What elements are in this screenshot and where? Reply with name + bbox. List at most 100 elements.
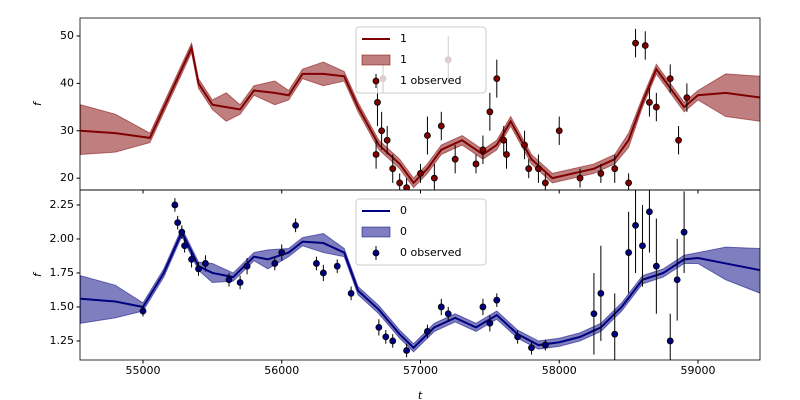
observed-point — [597, 170, 605, 177]
observed-point — [503, 151, 510, 158]
y-tick-label: 30 — [60, 124, 74, 137]
observed-point — [444, 310, 452, 318]
observed-point — [632, 39, 639, 47]
observed-point — [493, 75, 501, 83]
observed-point — [632, 221, 639, 229]
x-tick-label: 58000 — [542, 364, 577, 377]
observed-point — [597, 289, 605, 297]
observed-point — [493, 296, 501, 304]
x-tick-label: 57000 — [403, 364, 438, 377]
observed-point — [383, 136, 391, 144]
observed-point — [683, 94, 691, 102]
observed-point — [486, 108, 494, 116]
observed-point — [521, 141, 528, 149]
observed-point — [236, 279, 244, 286]
observed-point — [652, 103, 660, 111]
plot-area — [80, 190, 760, 360]
observed-point — [666, 75, 674, 83]
observed-point — [243, 262, 251, 270]
observed-point — [646, 98, 653, 106]
observed-point — [225, 276, 233, 284]
observed-point — [525, 165, 533, 173]
x-tick-label: 55000 — [125, 364, 160, 377]
observed-point — [646, 208, 653, 216]
y-tick-label: 50 — [60, 29, 74, 42]
legend-box — [355, 198, 487, 266]
observed-point — [424, 328, 431, 335]
observed-point — [372, 151, 380, 158]
legend-label: 1 — [400, 53, 407, 66]
observed-point — [375, 323, 383, 331]
observed-point — [396, 179, 404, 187]
y-tick-label: 1.25 — [50, 334, 75, 347]
observed-point — [271, 260, 279, 267]
y-tick-label: 1.50 — [50, 300, 75, 313]
legend-label: 1 — [400, 32, 407, 45]
observed-point — [472, 160, 480, 168]
observed-point — [389, 165, 397, 173]
legend-label: 0 observed — [400, 246, 462, 259]
observed-point — [313, 260, 320, 267]
observed-point — [611, 330, 619, 338]
observed-point — [181, 242, 189, 250]
observed-point — [374, 98, 381, 106]
observed-point — [378, 127, 386, 135]
y-tick-label: 2.25 — [50, 198, 75, 211]
y-axis-label: f — [31, 271, 44, 277]
observed-point — [139, 307, 147, 315]
observed-point — [541, 341, 549, 349]
y-tick-label: 1.75 — [50, 266, 75, 279]
x-tick-label: 59000 — [680, 364, 715, 377]
observed-point — [171, 201, 179, 209]
observed-point — [437, 303, 445, 311]
observed-point — [625, 179, 633, 187]
observed-point — [666, 337, 674, 345]
legend-label: 0 — [400, 204, 407, 217]
observed-point — [541, 179, 549, 187]
observed-point — [641, 42, 649, 49]
legend-marker — [372, 249, 380, 257]
observed-point — [514, 333, 522, 341]
observed-point — [430, 174, 438, 182]
observed-point — [451, 155, 459, 163]
observed-point — [174, 219, 182, 227]
observed-point — [611, 165, 619, 173]
observed-point — [680, 228, 688, 236]
confidence-band — [80, 41, 760, 189]
observed-point — [278, 249, 286, 256]
observed-point — [639, 242, 646, 250]
observed-point — [528, 344, 535, 352]
observed-point — [178, 228, 186, 236]
observed-point — [333, 262, 341, 270]
observed-point — [424, 132, 431, 139]
observed-point — [500, 136, 508, 144]
observed-point — [389, 337, 397, 345]
y-axis-label: f — [31, 100, 44, 106]
observed-point — [292, 221, 300, 229]
observed-point — [202, 260, 209, 267]
x-tick-label: 56000 — [264, 364, 299, 377]
observed-point — [382, 333, 390, 341]
observed-point — [535, 165, 542, 173]
observed-point — [403, 184, 411, 190]
y-tick-label: 40 — [60, 76, 74, 89]
observed-point — [673, 276, 681, 284]
observed-point — [437, 122, 445, 130]
observed-point — [576, 174, 584, 182]
legend-label: 0 — [400, 225, 407, 238]
observed-point — [652, 262, 660, 270]
legend-patch — [361, 226, 391, 238]
observed-point — [625, 249, 633, 256]
legend-patch — [361, 54, 391, 66]
observed-point — [555, 127, 563, 135]
observed-point — [590, 310, 598, 318]
observed-point — [195, 265, 202, 273]
observed-point — [486, 319, 494, 327]
observed-point — [479, 146, 487, 154]
y-tick-label: 2.00 — [50, 232, 75, 245]
y-tick-label: 20 — [60, 171, 74, 184]
legend-box — [355, 26, 487, 94]
observed-point — [403, 347, 411, 354]
observed-point — [188, 255, 195, 263]
